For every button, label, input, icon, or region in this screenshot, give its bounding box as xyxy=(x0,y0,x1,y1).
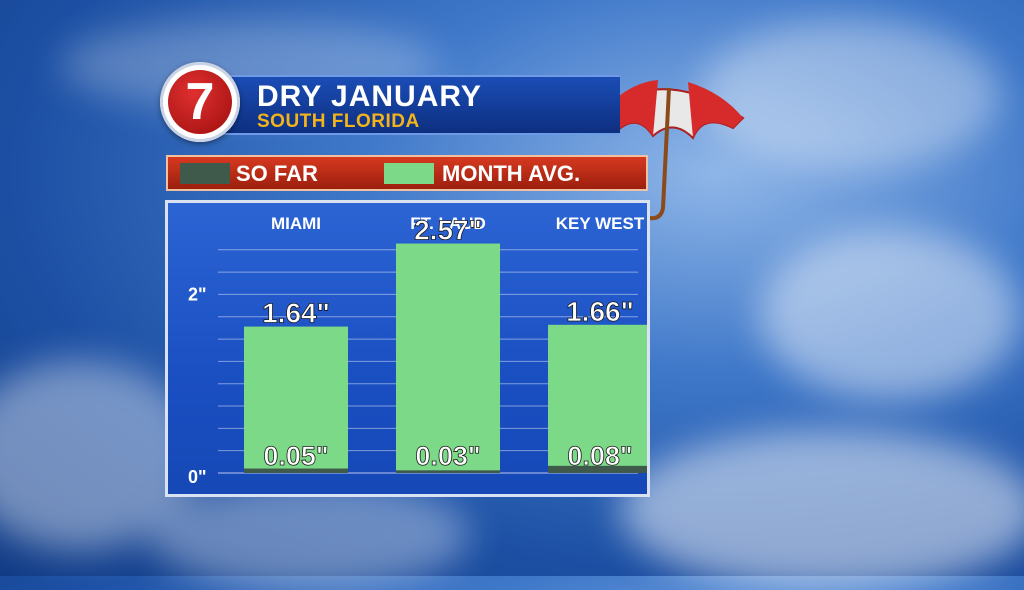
data-label-so-far: 0.03" xyxy=(415,441,480,471)
chart-panel: 0" 2" MIAMI 1.64" 0.05" FT. LAUD 2.57" 0.03" KEY… xyxy=(165,200,650,497)
cloud-decoration xyxy=(760,230,1020,400)
data-label-month-avg: 2.57" xyxy=(414,215,482,246)
cloud-decoration xyxy=(620,430,1024,590)
cloud-decoration xyxy=(150,480,470,590)
bar-so-far xyxy=(244,468,348,473)
cloud-decoration xyxy=(700,20,1000,170)
station-logo: 7 xyxy=(160,62,240,142)
data-label-month-avg: 1.64" xyxy=(262,298,330,329)
y-tick-label: 2" xyxy=(188,284,207,304)
bar-so-far xyxy=(548,465,647,473)
category-label: MIAMI xyxy=(271,214,321,233)
chart-subtitle: SOUTH FLORIDA xyxy=(257,111,420,132)
legend-swatch-so-far xyxy=(180,163,230,184)
data-label-so-far: 0.08" xyxy=(567,441,632,471)
bar-month-avg xyxy=(396,243,500,473)
data-label-month-avg: 1.66" xyxy=(566,296,634,327)
bar-so-far xyxy=(396,470,500,473)
chart-title: DRY JANUARY xyxy=(257,80,482,113)
data-label-so-far: 0.05" xyxy=(263,441,328,471)
y-tick-label: 0" xyxy=(188,467,207,487)
legend: SO FAR MONTH AVG. xyxy=(166,155,648,191)
title-bar: DRY JANUARY SOUTH FLORIDA xyxy=(200,75,620,135)
legend-label-month-avg: MONTH AVG. xyxy=(442,161,581,186)
bar-month-avg xyxy=(548,324,647,473)
category-label: FT. LAUD xyxy=(410,214,486,233)
legend-swatch-month-avg xyxy=(384,163,434,184)
logo-number: 7 xyxy=(185,73,215,131)
bar-month-avg xyxy=(244,326,348,473)
legend-label-so-far: SO FAR xyxy=(236,161,318,186)
category-label: KEY WEST xyxy=(556,214,645,233)
